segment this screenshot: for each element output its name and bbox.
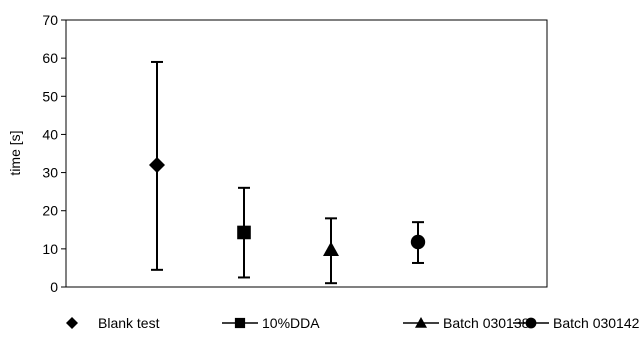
legend-item: Batch 030142 [513, 315, 639, 331]
y-tick-label: 20 [42, 203, 58, 219]
y-tick-label: 40 [42, 126, 58, 142]
plot-area-frame [65, 19, 548, 288]
y-tick-label: 0 [50, 279, 58, 295]
y-tick-label: 60 [42, 50, 58, 66]
legend-label: Batch 030138 [443, 315, 530, 331]
y-tick-label: 50 [42, 88, 58, 104]
data-point-diamond [149, 156, 165, 173]
legend-item: 10%DDA [222, 315, 320, 331]
legend-marker-square [234, 317, 246, 329]
legend-marker-diamond [66, 317, 78, 329]
legend-label: 10%DDA [262, 315, 320, 331]
legend-label: Batch 030142 [553, 315, 639, 331]
y-tick-label: 10 [42, 241, 58, 257]
data-point-circle [410, 234, 426, 250]
data-point-square [237, 225, 251, 240]
y-tick-label: 30 [42, 165, 58, 181]
y-axis-label: time [s] [7, 130, 23, 175]
legend: Blank test 10%DDA Batch 030138 Batch 030142 [66, 315, 639, 331]
legend-label: Blank test [98, 315, 160, 331]
y-tick-label: 70 [42, 12, 58, 28]
legend-item: Blank test [66, 315, 160, 331]
y-axis: 0 10 20 30 40 50 60 70 [42, 12, 66, 295]
data-markers [149, 156, 426, 257]
data-point-triangle [323, 241, 339, 257]
legend-marker-circle [525, 317, 537, 329]
error-bars [151, 60, 424, 285]
legend-marker-triangle [415, 317, 427, 328]
legend-item: Batch 030138 [403, 315, 530, 331]
